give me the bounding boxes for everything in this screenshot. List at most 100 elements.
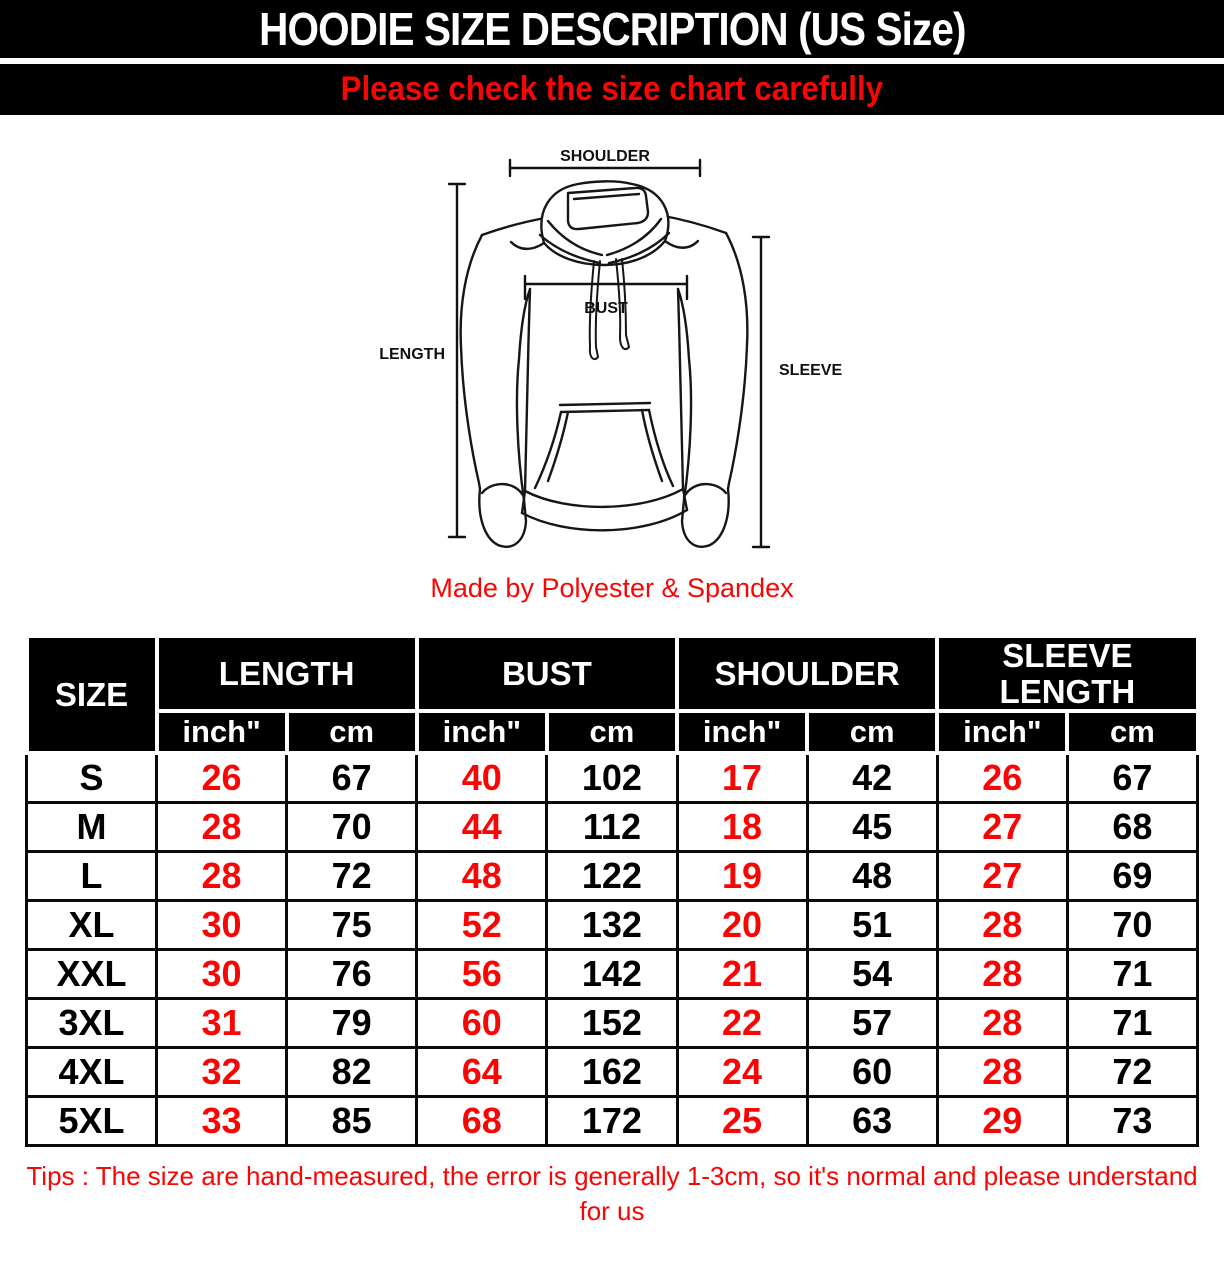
inch-value-cell: 64	[415, 1045, 549, 1098]
unit-header-inch: inch"	[935, 709, 1070, 756]
size-cell: XXL	[25, 947, 158, 1000]
hood-drawstrings	[588, 258, 631, 361]
cm-value-cell: 54	[805, 947, 939, 1000]
inch-value-cell: 68	[415, 1094, 549, 1147]
bust-label: BUST	[584, 300, 628, 317]
cm-value-cell: 75	[285, 898, 419, 951]
size-cell: 4XL	[25, 1045, 158, 1098]
cm-value-cell: 82	[285, 1045, 419, 1098]
cm-value-cell: 60	[805, 1045, 939, 1098]
unit-header-cm: cm	[544, 709, 680, 756]
unit-header-inch: inch"	[414, 709, 549, 756]
inch-value-cell: 60	[415, 996, 549, 1049]
cm-value-cell: 67	[285, 751, 419, 804]
inch-value-cell: 26	[154, 751, 289, 804]
cm-value-cell: 71	[1065, 947, 1200, 1000]
sleeve-label: SLEEVE	[779, 362, 842, 379]
inch-value-cell: 44	[415, 800, 549, 853]
inch-value-cell: 29	[935, 1094, 1069, 1147]
cm-value-cell: 57	[805, 996, 939, 1049]
inch-value-cell: 28	[935, 996, 1069, 1049]
unit-header-cm: cm	[805, 709, 940, 756]
inch-value-cell: 28	[935, 1045, 1069, 1098]
inch-value-cell: 40	[415, 751, 549, 804]
cm-value-cell: 70	[1065, 898, 1200, 951]
size-chart-table: SIZE LENGTH BUST SHOULDER SLEEVE LENGTH …	[24, 633, 1200, 1147]
cm-value-cell: 51	[805, 898, 939, 951]
inch-value-cell: 30	[154, 947, 289, 1000]
subtitle-bar: Please check the size chart carefully	[0, 64, 1224, 115]
length-group-header: LENGTH	[154, 633, 419, 714]
sleeve-length-group-header: SLEEVE LENGTH	[935, 633, 1200, 714]
inch-value-cell: 17	[675, 751, 809, 804]
size-cell: M	[25, 800, 158, 853]
cm-value-cell: 42	[805, 751, 939, 804]
size-cell: L	[25, 849, 158, 902]
size-cell: 5XL	[25, 1094, 158, 1147]
inch-value-cell: 27	[935, 800, 1069, 853]
inch-value-cell: 28	[154, 800, 289, 853]
inch-value-cell: 28	[935, 947, 1069, 1000]
page-title: HOODIE SIZE DESCRIPTION (US Size)	[258, 3, 966, 55]
cm-value-cell: 122	[545, 849, 679, 902]
table-row: XXL 30 76 56 142 21 54 28 71	[25, 947, 1200, 1000]
cm-value-cell: 102	[545, 751, 679, 804]
cm-value-cell: 67	[1065, 751, 1200, 804]
cm-value-cell: 152	[545, 996, 679, 1049]
page-subtitle: Please check the size chart carefully	[340, 70, 884, 108]
size-table-body: S 26 67 40 102 17 42 26 67 M 28 70 44 112 18 45 27 68 L 28 7…	[25, 751, 1200, 1147]
table-row: S 26 67 40 102 17 42 26 67	[25, 751, 1200, 804]
kangaroo-pocket	[533, 401, 675, 490]
cm-value-cell: 70	[285, 800, 419, 853]
cm-value-cell: 132	[545, 898, 679, 951]
shoulder-label: SHOULDER	[560, 148, 650, 165]
cm-value-cell: 142	[545, 947, 679, 1000]
size-table-header: SIZE LENGTH BUST SHOULDER SLEEVE LENGTH …	[24, 633, 1200, 756]
size-column-header: SIZE	[24, 633, 159, 756]
inch-value-cell: 28	[154, 849, 289, 902]
inch-value-cell: 30	[154, 898, 289, 951]
cm-value-cell: 76	[285, 947, 419, 1000]
table-row: 4XL 32 82 64 162 24 60 28 72	[25, 1045, 1200, 1098]
size-cell: 3XL	[25, 996, 158, 1049]
cm-value-cell: 72	[1065, 1045, 1200, 1098]
inch-value-cell: 25	[675, 1094, 809, 1147]
hoodie-hood	[509, 180, 700, 267]
table-row: M 28 70 44 112 18 45 27 68	[25, 800, 1200, 853]
inch-value-cell: 28	[935, 898, 1069, 951]
inch-value-cell: 19	[675, 849, 809, 902]
table-row: XL 30 75 52 132 20 51 28 70	[25, 898, 1200, 951]
inch-value-cell: 20	[675, 898, 809, 951]
cm-value-cell: 73	[1065, 1094, 1200, 1147]
inch-value-cell: 31	[154, 996, 289, 1049]
cm-value-cell: 63	[805, 1094, 939, 1147]
cm-value-cell: 45	[805, 800, 939, 853]
inch-value-cell: 56	[415, 947, 549, 1000]
cm-value-cell: 172	[545, 1094, 679, 1147]
material-note: Made by Polyester & Spandex	[430, 573, 794, 603]
length-label: LENGTH	[379, 346, 445, 363]
cm-value-cell: 85	[285, 1094, 419, 1147]
cm-value-cell: 72	[285, 849, 419, 902]
table-row: 5XL 33 85 68 172 25 63 29 73	[25, 1094, 1200, 1147]
bust-measure-line	[523, 274, 689, 301]
unit-header-cm: cm	[1065, 709, 1200, 756]
inch-value-cell: 27	[935, 849, 1069, 902]
inch-value-cell: 48	[415, 849, 549, 902]
cm-value-cell: 48	[805, 849, 939, 902]
length-measure-line	[447, 182, 467, 539]
table-row: 3XL 31 79 60 152 22 57 28 71	[25, 996, 1200, 1049]
inch-value-cell: 18	[675, 800, 809, 853]
measurement-lines	[447, 158, 771, 549]
cm-value-cell: 69	[1065, 849, 1200, 902]
cm-value-cell: 112	[545, 800, 679, 853]
bust-group-header: BUST	[414, 633, 680, 714]
inch-value-cell: 52	[415, 898, 549, 951]
inch-value-cell: 22	[675, 996, 809, 1049]
hoodie-diagram-section: SHOULDER LENGTH BUST SLEEVE Made by Poly…	[0, 115, 1224, 604]
tips-note: Tips : The size are hand-measured, the e…	[26, 1160, 1198, 1226]
inch-value-cell: 21	[675, 947, 809, 1000]
sleeve-measure-line	[751, 235, 771, 549]
hoodie-body-outline	[459, 213, 749, 548]
inch-value-cell: 32	[154, 1045, 289, 1098]
